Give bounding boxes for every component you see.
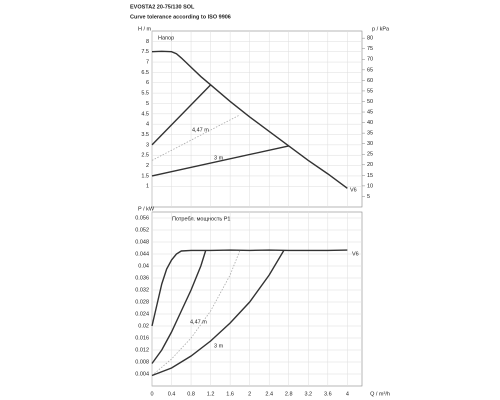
y-tick-label: 7 bbox=[146, 60, 149, 66]
x-tick-label: 0.4 bbox=[168, 391, 176, 397]
series-line bbox=[151, 250, 285, 377]
y2-tick-label: 80 bbox=[367, 36, 373, 42]
series-line bbox=[151, 249, 348, 327]
chart-subtitle: Curve tolerance according to ISO 9906 bbox=[130, 14, 231, 20]
y2-tick-label: 55 bbox=[367, 88, 373, 94]
x-tick-label: 2 bbox=[248, 391, 251, 397]
y-tick-label: 4.5 bbox=[141, 111, 149, 117]
y-tick-label: 5.5 bbox=[141, 91, 149, 97]
y2-tick-label: 5 bbox=[367, 194, 370, 200]
y-tick-label: 3.5 bbox=[141, 132, 149, 138]
y-tick-label: 0.056 bbox=[135, 215, 149, 221]
y-tick-label: 2.5 bbox=[141, 153, 149, 159]
y2-tick-label: 15 bbox=[367, 173, 373, 179]
y-tick-label: 0.036 bbox=[135, 275, 149, 281]
y2-tick-label: 20 bbox=[367, 162, 373, 168]
series-label: V6 bbox=[352, 251, 359, 257]
plot-area bbox=[151, 30, 363, 208]
y-tick-label: 0.04 bbox=[138, 263, 149, 269]
y2-tick-label: 25 bbox=[367, 152, 373, 158]
x-tick-label: 2.4 bbox=[265, 391, 273, 397]
y2-tick-label: 65 bbox=[367, 67, 373, 73]
y2-tick-label: 70 bbox=[367, 57, 373, 63]
y-axis-label: P / kW bbox=[138, 206, 155, 212]
y-tick-label: 0.024 bbox=[135, 311, 149, 317]
y2-axis-label: p / kPa bbox=[372, 26, 390, 32]
y-tick-label: 6.5 bbox=[141, 70, 149, 76]
x-tick-label: 0.8 bbox=[187, 391, 195, 397]
y-tick-label: 2 bbox=[146, 163, 149, 169]
series-label: 4,47 m bbox=[190, 319, 207, 325]
y-tick-label: 7.5 bbox=[141, 49, 149, 55]
annotation: Потребл. мощность P1 bbox=[172, 216, 231, 222]
y2-tick-label: 40 bbox=[367, 120, 373, 126]
series-label: 3 m bbox=[214, 343, 224, 349]
x-tick-label: 4 bbox=[346, 391, 349, 397]
series-label: 4,47 m bbox=[192, 127, 209, 133]
y-tick-label: 0.044 bbox=[135, 251, 149, 257]
y-tick-label: 0.048 bbox=[135, 239, 149, 245]
x-axis-label: Q / m³/h bbox=[370, 391, 390, 397]
y-tick-label: 1 bbox=[146, 184, 149, 190]
series-label: 3 m bbox=[214, 155, 224, 161]
x-tick-label: 0 bbox=[150, 391, 153, 397]
y-tick-label: 0.004 bbox=[135, 371, 149, 377]
y-tick-label: 5 bbox=[146, 101, 149, 107]
x-tick-label: 3.6 bbox=[324, 391, 332, 397]
series-line bbox=[151, 50, 348, 189]
chart-title: EVOSTA2 20-75/130 SOL bbox=[130, 4, 195, 10]
series-line bbox=[151, 145, 289, 177]
y2-tick-label: 50 bbox=[367, 99, 373, 105]
y-tick-label: 0.012 bbox=[135, 347, 149, 353]
series-line bbox=[151, 250, 241, 376]
y2-tick-label: 30 bbox=[367, 141, 373, 147]
x-tick-label: 2.8 bbox=[285, 391, 293, 397]
y-tick-label: 0.016 bbox=[135, 335, 149, 341]
y-tick-label: 3 bbox=[146, 142, 149, 148]
series-line bbox=[151, 84, 212, 146]
y-tick-label: 8 bbox=[146, 39, 149, 45]
y-tick-label: 0.052 bbox=[135, 227, 149, 233]
y-tick-label: 6 bbox=[146, 80, 149, 86]
y-axis-label: H / m bbox=[138, 26, 152, 32]
series-line bbox=[151, 250, 207, 364]
x-tick-label: 3.2 bbox=[304, 391, 312, 397]
y-tick-label: 1.5 bbox=[141, 173, 149, 179]
y2-tick-label: 75 bbox=[367, 46, 373, 52]
y-tick-label: 0.008 bbox=[135, 359, 149, 365]
series-label: V6 bbox=[350, 187, 357, 193]
y-tick-label: 0.032 bbox=[135, 287, 149, 293]
y-tick-label: 0.028 bbox=[135, 299, 149, 305]
y2-tick-label: 35 bbox=[367, 131, 373, 137]
y-tick-label: 4 bbox=[146, 122, 149, 128]
x-tick-label: 1.2 bbox=[207, 391, 215, 397]
y-tick-label: 0.02 bbox=[138, 323, 149, 329]
annotation: Напор bbox=[158, 35, 174, 41]
y2-tick-label: 10 bbox=[367, 183, 373, 189]
x-tick-label: 1.6 bbox=[226, 391, 234, 397]
y2-tick-label: 45 bbox=[367, 109, 373, 115]
y2-tick-label: 60 bbox=[367, 78, 373, 84]
